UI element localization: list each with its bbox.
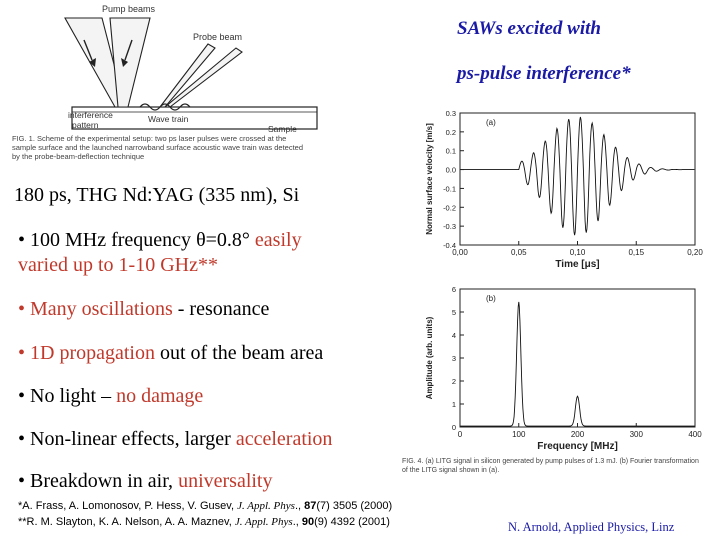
chartA-xtick-label: 0,20 (687, 248, 703, 257)
reference-2: **R. M. Slayton, K. A. Nelson, A. A. Maz… (18, 515, 390, 530)
params-line: 180 ps, THG Nd:YAG (335 nm), Si (14, 184, 300, 206)
chartA-ytick-label: -0.2 (443, 203, 456, 212)
chartA-ytick-label: 0.0 (446, 166, 456, 175)
bullet-oscillations-highlight: • Many oscillations (18, 298, 173, 320)
title-line-2: ps-pulse interference* (457, 63, 631, 84)
title-line-1: SAWs excited with (457, 18, 601, 39)
fig4-caption: FIG. 4. (a) LITG signal in silicon gener… (402, 458, 699, 474)
ref1-pages: (7) 3505 (2000) (316, 500, 393, 512)
chart-b-ylabel: Amplitude (arb. units) (425, 316, 434, 399)
ref1-authors: *A. Frass, A. Lomonosov, P. Hess, V. Gus… (18, 500, 238, 512)
sample-label: Sample (268, 124, 297, 134)
ref1-journal: J. Appl. Phys (237, 500, 295, 512)
chartA-xtick-label: 0,15 (628, 248, 644, 257)
reference-1: *A. Frass, A. Lomonosov, P. Hess, V. Gus… (18, 499, 392, 514)
chartA-ytick-label: -0.4 (443, 241, 456, 250)
chart-b-xlabel: Frequency [MHz] (537, 441, 618, 452)
chart-b-spectrum: 0 100 200 300 400 0 1 2 3 4 5 6 (b) Frequency [MHz]… (425, 285, 702, 452)
chartA-ytick-label: 0.3 (446, 109, 456, 118)
chartA-ytick-label: 0.1 (446, 147, 456, 156)
chartA-ytick-label: 0.2 (446, 128, 456, 137)
ref2-journal: J. Appl. Phys (234, 516, 293, 528)
interference-label-1: interference (68, 110, 113, 120)
chartA-ytick-label: -0.3 (443, 222, 456, 231)
bullet-oscillations: • Many oscillations - resonance (18, 297, 269, 321)
chart-a-velocity: 0,00 0,05 0,10 0,15 0,20 0.3 0.2 0.1 0.0 -0.1 -0.2… (425, 109, 703, 270)
fig1-caption: FIG. 1. Scheme of the experimental setup… (12, 134, 304, 161)
pump-label: Pump beams (102, 4, 156, 14)
chart-a-ylabel: Normal surface velocity [m/s] (425, 123, 434, 235)
bullet-propagation-rest: out of the beam area (154, 342, 324, 364)
chart-b-spectrum-line (460, 301, 695, 427)
experiment-schematic: Pump beams Probe beam interference patte… (64, 4, 318, 134)
bullet-propagation: • 1D propagation out of the beam area (18, 341, 323, 365)
chart-a-xlabel: Time [μs] (555, 259, 599, 270)
chartB-ytick-label: 4 (452, 331, 456, 340)
chartB-ytick-label: 5 (452, 308, 456, 317)
bullet-nonlinear-highlight: acceleration (235, 428, 333, 450)
sample-slab (71, 106, 318, 130)
bullet-breakdown-highlight: universality (178, 470, 273, 492)
chartB-xtick-label: 400 (688, 430, 702, 439)
chartB-ytick-label: 1 (452, 400, 456, 409)
bullet-frequency-theta: θ=0.8° (196, 229, 250, 251)
pump-beam-right (109, 17, 151, 108)
chartB-xtick-label: 0 (458, 430, 463, 439)
ref2-volume: 90 (301, 516, 315, 528)
ref2-pages: (9) 4392 (2001) (314, 516, 390, 528)
chart-b-panel-label: (b) (486, 294, 496, 303)
bullet-frequency-prefix: • 100 MHz frequency (18, 229, 197, 251)
interference-label-2: pattern (72, 120, 99, 130)
chartA-ytick-label: -0.1 (443, 184, 456, 193)
chartB-ytick-label: 2 (452, 377, 456, 386)
bullet-no-light-prefix: • No light – (18, 385, 117, 407)
bullet-breakdown-prefix: • Breakdown in air, (18, 470, 179, 492)
ref2-authors: **R. M. Slayton, K. A. Nelson, A. A. Maz… (18, 516, 235, 528)
chartB-xtick-label: 300 (630, 430, 644, 439)
wave-label: Wave train (148, 114, 189, 124)
chartB-ytick-label: 3 (452, 354, 456, 363)
ref2-sep: ., (292, 516, 302, 528)
chartA-xtick-label: 0,00 (452, 248, 468, 257)
chartA-xtick-label: 0,10 (570, 248, 586, 257)
bullet-oscillations-rest: - resonance (172, 298, 270, 320)
ref1-sep: ., (294, 500, 305, 512)
chart-a-panel-label: (a) (486, 118, 496, 127)
chartB-ytick-label: 0 (452, 423, 456, 432)
wave-train (139, 103, 191, 111)
chartB-ytick-label: 6 (452, 285, 456, 294)
probe-beam (158, 43, 216, 108)
chartB-xtick-label: 100 (512, 430, 526, 439)
footer-credit: N. Arnold, Applied Physics, Linz (508, 520, 675, 534)
bullet-nonlinear-prefix: • Non-linear effects, larger (18, 428, 236, 450)
bullet-no-light: • No light – no damage (18, 384, 203, 408)
bullet-frequency: • 100 MHz frequency θ=0.8° easily (18, 228, 302, 252)
chartA-xtick-label: 0,05 (511, 248, 527, 257)
chart-b-frame (459, 288, 696, 428)
chartB-xtick-label: 200 (571, 430, 585, 439)
bullet-nonlinear: • Non-linear effects, larger acceleratio… (18, 427, 332, 451)
bullet-no-light-highlight: no damage (116, 385, 204, 407)
ref1-volume: 87 (304, 500, 317, 512)
bullet-frequency-line2: varied up to 1-10 GHz** (18, 254, 218, 276)
probe-label: Probe beam (193, 32, 242, 42)
bullet-propagation-highlight: • 1D propagation (18, 342, 155, 364)
chart-a-signal-line (460, 116, 695, 236)
bullet-frequency-highlight: easily (249, 229, 302, 251)
bullet-breakdown: • Breakdown in air, universality (18, 469, 273, 493)
